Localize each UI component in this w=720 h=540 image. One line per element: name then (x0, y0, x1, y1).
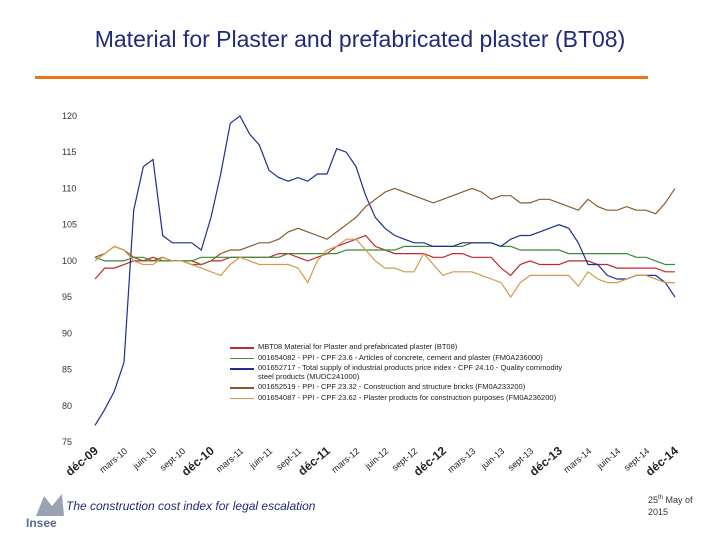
date-rest: May of (665, 495, 693, 505)
legend-label: 001654087 - PPI - CPF 23.62 - Plaster pr… (258, 392, 557, 402)
x-tick-label: juin-11 (247, 446, 274, 471)
series-line (94, 238, 675, 299)
footer-text: The construction cost index for legal es… (66, 499, 316, 513)
legend-swatch (230, 368, 254, 370)
legend-entry: MBT08 Material for Plaster and prefabric… (230, 342, 575, 352)
footer-date: 25th May of 2015 (648, 492, 693, 518)
x-tick-label: mars-13 (446, 446, 478, 475)
y-tick-label: 95 (62, 292, 72, 302)
y-tick-label: 75 (62, 437, 72, 447)
logo-mark (36, 494, 64, 516)
x-tick-label: mars-10 (98, 446, 130, 475)
legend-entry: 001652717 - Total supply of industrial p… (230, 363, 575, 381)
legend-swatch (230, 357, 254, 359)
x-tick-label: mars-14 (562, 446, 594, 475)
x-tick-label: déc-14 (643, 443, 681, 478)
legend-entry: 001654082 - PPI - CPF 23.6 - Articles of… (230, 352, 575, 363)
legend-label: 001652717 - Total supply of industrial p… (258, 363, 563, 381)
x-tick-label: déc-13 (527, 443, 565, 478)
title-rule (35, 76, 648, 79)
series-line (94, 242, 675, 266)
x-tick-label: déc-10 (179, 443, 217, 478)
series-line (94, 115, 676, 426)
slide-title: Material for Plaster and prefabricated p… (94, 26, 626, 52)
legend-entry: 001654087 - PPI - CPF 23.62 - Plaster pr… (230, 392, 575, 403)
logo-text: Insee (26, 516, 57, 530)
x-tick-label: déc-12 (411, 443, 449, 478)
x-tick-label: mars-12 (330, 446, 362, 475)
legend-swatch (230, 347, 254, 349)
x-tick-label: déc-11 (295, 443, 333, 478)
date-year: 2015 (648, 507, 669, 517)
y-tick-label: 85 (62, 365, 72, 375)
y-tick-label: 120 (62, 111, 77, 121)
x-tick-label: mars-11 (214, 446, 245, 474)
y-tick-label: 80 (62, 401, 72, 411)
legend-label: MBT08 Material for Plaster and prefabric… (258, 342, 458, 351)
y-tick-label: 90 (62, 328, 72, 338)
legend-entry: 001652519 - PPI - CPF 23.32 - Constructi… (230, 382, 575, 392)
y-tick-label: 115 (62, 147, 76, 157)
x-tick-label: juin-10 (130, 446, 158, 472)
date-day: 25 (648, 495, 659, 505)
legend-swatch (230, 397, 254, 399)
y-tick-label: 100 (62, 256, 77, 266)
legend-label: 001652519 - PPI - CPF 23.32 - Constructi… (258, 382, 526, 391)
date-sup: th (658, 495, 664, 501)
legend: MBT08 Material for Plaster and prefabric… (230, 342, 575, 404)
y-tick-label: 105 (62, 220, 77, 230)
y-tick-label: 110 (62, 183, 76, 193)
x-tick-label: déc-09 (63, 443, 101, 478)
x-tick-label: juin-14 (594, 446, 622, 472)
x-tick-label: juin-13 (478, 446, 506, 472)
x-tick-label: juin-12 (362, 446, 390, 472)
legend-label: 001654082 - PPI - CPF 23.6 - Articles of… (258, 352, 543, 362)
legend-swatch (230, 387, 254, 389)
